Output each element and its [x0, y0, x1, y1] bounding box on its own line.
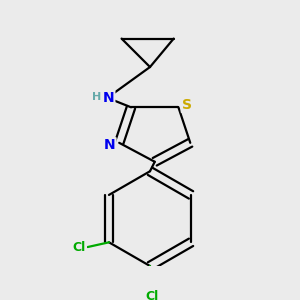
- Text: Cl: Cl: [146, 290, 159, 300]
- Text: N: N: [103, 91, 114, 105]
- Text: N: N: [104, 138, 116, 152]
- Text: H: H: [92, 92, 101, 102]
- Text: S: S: [182, 98, 192, 112]
- Text: Cl: Cl: [73, 241, 86, 254]
